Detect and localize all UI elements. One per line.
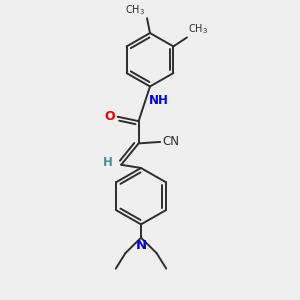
Text: H: H: [103, 156, 113, 169]
Text: N: N: [135, 239, 147, 252]
Text: CN: CN: [163, 135, 180, 148]
Text: CH$_3$: CH$_3$: [125, 3, 146, 17]
Text: CH$_3$: CH$_3$: [188, 22, 208, 36]
Text: O: O: [104, 110, 115, 123]
Text: NH: NH: [149, 94, 169, 107]
